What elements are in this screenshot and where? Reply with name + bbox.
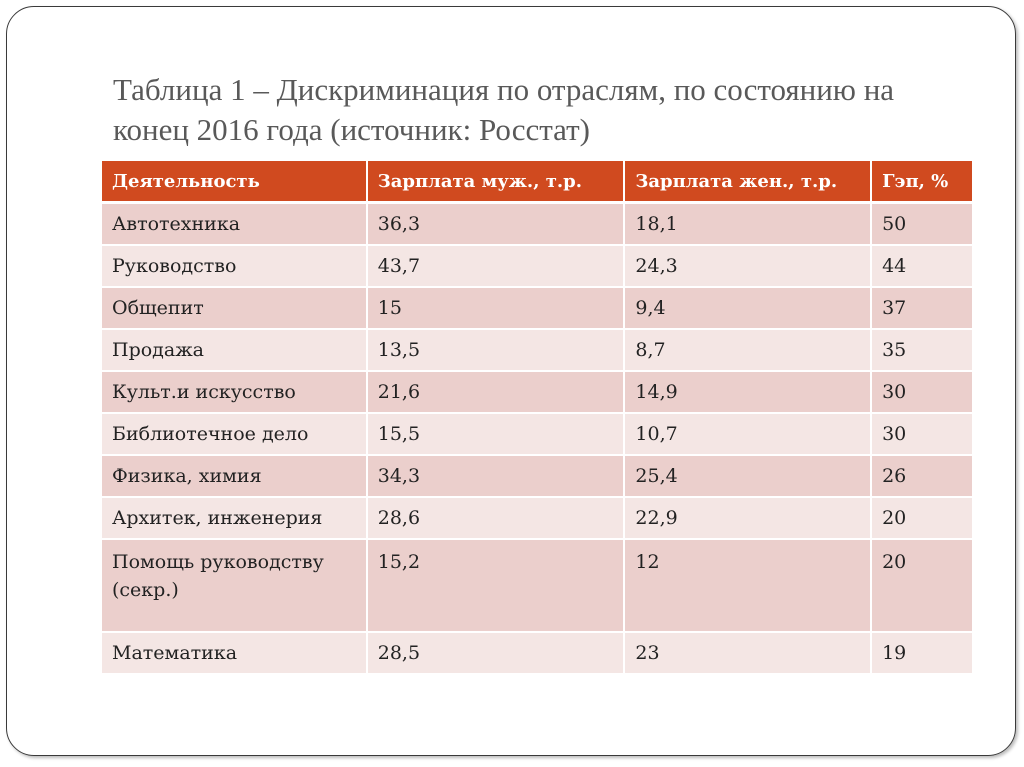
cell-female-salary: 12 <box>624 539 873 633</box>
cell-gap: 19 <box>871 632 974 675</box>
cell-gap: 44 <box>871 245 974 288</box>
cell-male-salary: 15 <box>366 287 626 330</box>
cell-activity: Физика, химия <box>102 455 368 498</box>
cell-gap: 30 <box>871 371 974 414</box>
header-activity: Деятельность <box>102 161 368 204</box>
table-row: Общепит 15 9,4 37 <box>102 287 974 330</box>
table-row: Руководство 43,7 24,3 44 <box>102 245 974 288</box>
cell-female-salary: 9,4 <box>624 287 873 330</box>
cell-activity: Продажа <box>102 329 368 372</box>
cell-gap: 20 <box>871 497 974 540</box>
table-row: Архитек, инженерия 28,6 22,9 20 <box>102 497 974 540</box>
header-gap: Гэп, % <box>871 161 974 204</box>
data-table: Деятельность Зарплата муж., т.р. Зарплат… <box>102 161 974 675</box>
cell-male-salary: 36,3 <box>366 202 626 246</box>
cell-activity: Архитек, инженерия <box>102 497 368 540</box>
cell-male-salary: 43,7 <box>366 245 626 288</box>
cell-gap: 20 <box>871 539 974 633</box>
table-row: Библиотечное дело 15,5 10,7 30 <box>102 413 974 456</box>
cell-activity: Библиотечное дело <box>102 413 368 456</box>
cell-female-salary: 25,4 <box>624 455 873 498</box>
cell-gap: 35 <box>871 329 974 372</box>
cell-female-salary: 10,7 <box>624 413 873 456</box>
cell-male-salary: 34,3 <box>366 455 626 498</box>
cell-gap: 50 <box>871 202 974 246</box>
cell-male-salary: 28,5 <box>366 632 626 675</box>
cell-gap: 30 <box>871 413 974 456</box>
cell-male-salary: 13,5 <box>366 329 626 372</box>
cell-activity: Культ.и искусство <box>102 371 368 414</box>
table-row: Физика, химия 34,3 25,4 26 <box>102 455 974 498</box>
cell-female-salary: 24,3 <box>624 245 873 288</box>
cell-female-salary: 8,7 <box>624 329 873 372</box>
table-row: Помощь руководству (секр.) 15,2 12 20 <box>102 539 974 633</box>
cell-female-salary: 22,9 <box>624 497 873 540</box>
table-row: Автотехника 36,3 18,1 50 <box>102 202 974 246</box>
header-male-salary: Зарплата муж., т.р. <box>366 161 626 204</box>
cell-male-salary: 15,2 <box>366 539 626 633</box>
cell-male-salary: 15,5 <box>366 413 626 456</box>
cell-male-salary: 28,6 <box>366 497 626 540</box>
cell-activity: Руководство <box>102 245 368 288</box>
cell-activity: Общепит <box>102 287 368 330</box>
header-female-salary: Зарплата жен., т.р. <box>624 161 873 204</box>
cell-gap: 26 <box>871 455 974 498</box>
table-row: Культ.и искусство 21,6 14,9 30 <box>102 371 974 414</box>
cell-male-salary: 21,6 <box>366 371 626 414</box>
cell-activity: Математика <box>102 632 368 675</box>
table-row: Математика 28,5 23 19 <box>102 632 974 675</box>
table-row: Продажа 13,5 8,7 35 <box>102 329 974 372</box>
cell-activity: Автотехника <box>102 202 368 246</box>
slide-frame <box>6 6 1016 756</box>
slide-title: Таблица 1 – Дискриминация по отраслям, п… <box>113 72 895 147</box>
cell-female-salary: 18,1 <box>624 202 873 246</box>
cell-female-salary: 23 <box>624 632 873 675</box>
cell-gap: 37 <box>871 287 974 330</box>
cell-female-salary: 14,9 <box>624 371 873 414</box>
table-header-row: Деятельность Зарплата муж., т.р. Зарплат… <box>102 161 974 204</box>
cell-activity: Помощь руководству (секр.) <box>102 539 368 633</box>
